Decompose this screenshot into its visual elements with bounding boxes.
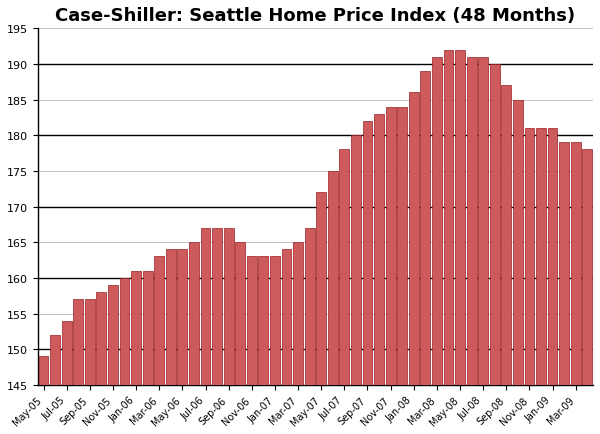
Bar <box>259 257 268 385</box>
Bar <box>62 321 71 385</box>
Bar <box>293 243 303 385</box>
Bar <box>502 86 511 385</box>
Bar <box>85 299 95 385</box>
Bar <box>189 243 199 385</box>
Bar <box>467 58 476 385</box>
Bar <box>281 250 292 385</box>
Bar <box>374 115 384 385</box>
Bar <box>143 271 152 385</box>
Bar <box>362 122 373 385</box>
Bar <box>212 228 222 385</box>
Bar <box>166 250 176 385</box>
Bar <box>432 58 442 385</box>
Bar <box>397 108 407 385</box>
Bar <box>409 93 419 385</box>
Bar <box>478 58 488 385</box>
Bar <box>108 285 118 385</box>
Bar <box>328 171 338 385</box>
Bar <box>50 335 60 385</box>
Bar <box>421 72 430 385</box>
Bar <box>490 65 500 385</box>
Bar <box>316 193 326 385</box>
Bar <box>247 257 257 385</box>
Bar <box>351 136 361 385</box>
Bar <box>571 143 581 385</box>
Title: Case-Shiller: Seattle Home Price Index (48 Months): Case-Shiller: Seattle Home Price Index (… <box>55 7 575 25</box>
Bar <box>131 271 141 385</box>
Bar <box>119 278 130 385</box>
Bar <box>200 228 211 385</box>
Bar <box>305 228 314 385</box>
Bar <box>548 129 557 385</box>
Bar <box>178 250 187 385</box>
Bar <box>386 108 395 385</box>
Bar <box>513 100 523 385</box>
Bar <box>583 150 592 385</box>
Bar <box>235 243 245 385</box>
Bar <box>340 150 349 385</box>
Bar <box>443 50 454 385</box>
Bar <box>154 257 164 385</box>
Bar <box>73 299 83 385</box>
Bar <box>38 356 49 385</box>
Bar <box>97 293 106 385</box>
Bar <box>524 129 535 385</box>
Bar <box>455 50 465 385</box>
Bar <box>559 143 569 385</box>
Bar <box>224 228 233 385</box>
Bar <box>536 129 546 385</box>
Bar <box>270 257 280 385</box>
